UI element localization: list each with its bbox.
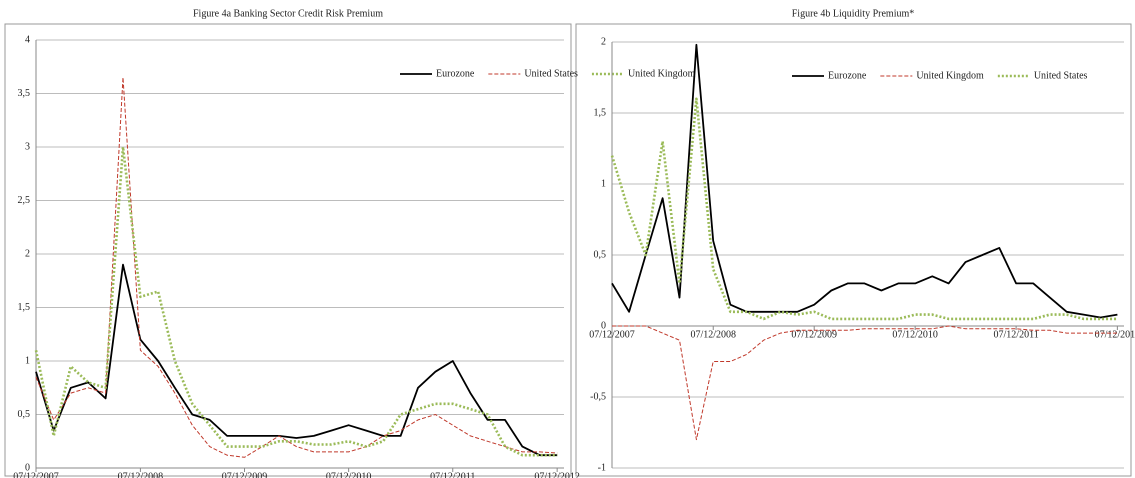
y-tick-label: 1: [601, 178, 606, 189]
series-line: [34, 145, 558, 457]
series-line: [611, 43, 1118, 319]
y-tick-label: 1: [25, 355, 30, 366]
x-tick-label: 07/12/2008: [690, 329, 736, 340]
legend-label: Eurozone: [828, 70, 867, 81]
x-tick-label: 07/12/2012: [1095, 329, 1135, 340]
x-tick-label: 07/12/2007: [589, 329, 635, 340]
legend-label: Eurozone: [436, 68, 475, 79]
legend-label: United States: [524, 68, 578, 79]
x-tick-label: 07/12/2011: [994, 329, 1039, 340]
legend-label: United Kingdom: [628, 68, 696, 79]
y-tick-label: 0,5: [594, 249, 607, 260]
legend-label: United States: [1034, 70, 1088, 81]
x-tick-label: 07/12/2010: [892, 329, 938, 340]
y-tick-label: 2,5: [18, 195, 31, 206]
panel-frame: [575, 23, 1132, 477]
series-line: [35, 76, 558, 458]
y-tick-label: 0,5: [18, 409, 31, 420]
series-line: [35, 263, 558, 457]
chart-title: Figure 4b Liquidity Premium*: [792, 8, 915, 19]
y-tick-label: 4: [25, 34, 30, 45]
x-tick-label: 07/12/2008: [118, 471, 164, 478]
x-tick-label: 07/12/2007: [13, 471, 59, 478]
x-tick-label: 07/12/2010: [326, 471, 372, 478]
chart-title: Figure 4a Banking Sector Credit Risk Pre…: [193, 8, 383, 19]
y-tick-label: 2: [25, 248, 30, 259]
panel-frame: [4, 23, 572, 477]
y-tick-label: 1,5: [594, 107, 607, 118]
series-line: [612, 325, 1118, 441]
x-tick-label: 07/12/2012: [534, 471, 580, 478]
x-tick-label: 07/12/2009: [222, 471, 268, 478]
y-tick-label: 0: [601, 320, 606, 331]
y-tick-label: 0: [25, 462, 30, 473]
y-tick-label: -1: [598, 462, 606, 473]
x-tick-label: 07/12/2011: [430, 471, 475, 478]
y-tick-label: 1,5: [18, 302, 31, 313]
series-line: [610, 97, 1118, 321]
x-tick-label: 07/12/2009: [791, 329, 837, 340]
y-tick-label: 3: [25, 141, 30, 152]
y-tick-label: 2: [601, 36, 606, 47]
y-tick-label: -0,5: [590, 391, 606, 402]
legend-label: United Kingdom: [916, 70, 984, 81]
y-tick-label: 3,5: [18, 88, 31, 99]
